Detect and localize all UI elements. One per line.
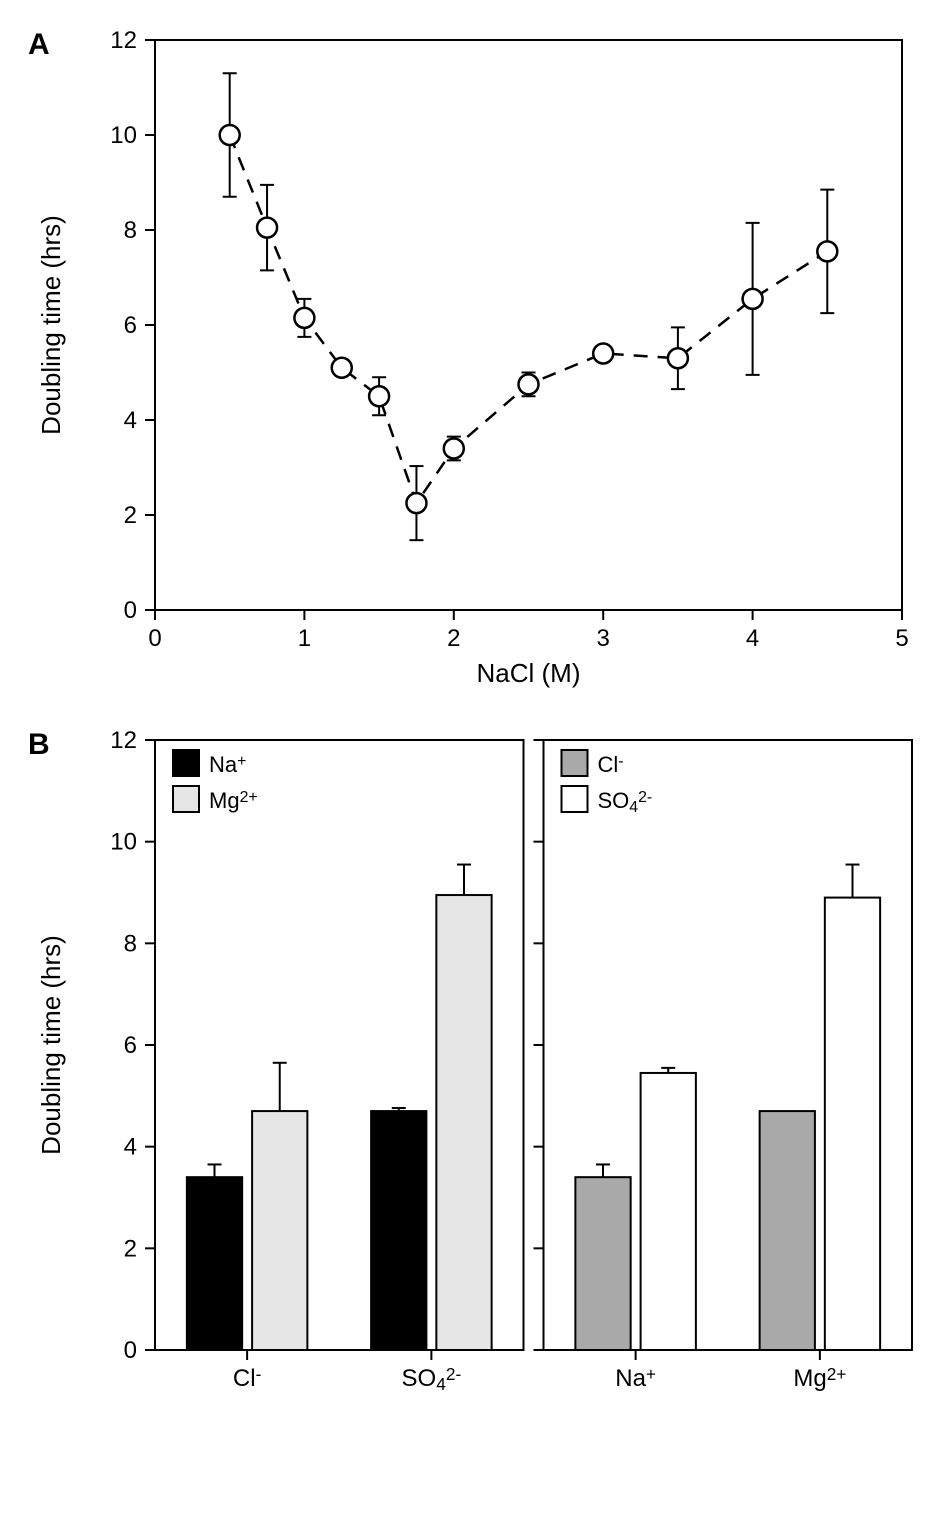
svg-text:4: 4 [746, 625, 759, 652]
svg-text:12: 12 [110, 727, 137, 754]
svg-text:0: 0 [124, 597, 137, 624]
svg-text:Cl-: Cl- [598, 752, 624, 777]
svg-text:6: 6 [124, 1032, 137, 1059]
svg-text:8: 8 [124, 930, 137, 957]
svg-text:Doubling time (hrs): Doubling time (hrs) [36, 935, 66, 1155]
svg-text:12: 12 [110, 27, 137, 54]
svg-text:Mg2+: Mg2+ [209, 788, 258, 813]
svg-text:Mg2+: Mg2+ [793, 1364, 846, 1392]
svg-text:2: 2 [124, 502, 137, 529]
panel-a-chart: A012345024681012NaCl (M)Doubling time (h… [20, 20, 932, 700]
svg-text:8: 8 [124, 217, 137, 244]
svg-text:4: 4 [124, 407, 137, 434]
svg-text:Doubling time (hrs): Doubling time (hrs) [36, 215, 66, 435]
svg-text:10: 10 [110, 122, 137, 149]
svg-text:10: 10 [110, 829, 137, 856]
svg-text:NaCl (M): NaCl (M) [477, 658, 581, 688]
svg-text:Na+: Na+ [209, 752, 246, 777]
svg-text:3: 3 [597, 625, 610, 652]
svg-text:4: 4 [124, 1134, 137, 1161]
svg-text:0: 0 [124, 1337, 137, 1364]
svg-text:SO42-: SO42- [598, 788, 653, 816]
svg-text:2: 2 [124, 1235, 137, 1262]
svg-text:0: 0 [148, 625, 161, 652]
svg-text:Na+: Na+ [615, 1364, 656, 1392]
panel-b-chart: B Doubling time (hrs) 0 2 4 6 8 10 12 Cl- SO42- Na+… [20, 700, 932, 1420]
svg-text:1: 1 [298, 625, 311, 652]
svg-text:Cl-: Cl- [233, 1364, 261, 1392]
svg-text:5: 5 [895, 625, 908, 652]
svg-text:6: 6 [124, 312, 137, 339]
svg-text:SO42-: SO42- [402, 1364, 462, 1394]
svg-text:2: 2 [447, 625, 460, 652]
svg-text:A: A [28, 28, 50, 61]
svg-text:B: B [28, 728, 50, 761]
